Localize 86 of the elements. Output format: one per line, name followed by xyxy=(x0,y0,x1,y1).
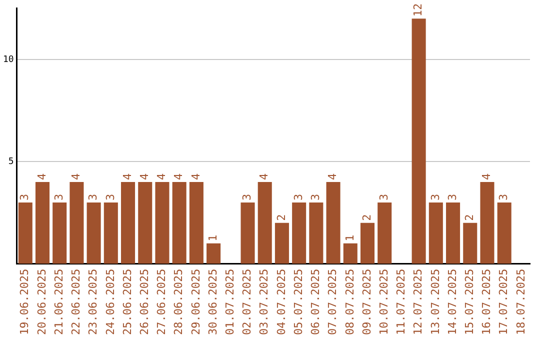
data-label: 1 xyxy=(206,234,220,242)
data-label: 3 xyxy=(428,194,442,200)
data-label: 3 xyxy=(497,194,510,200)
x-tick-label: 26.06.2025 xyxy=(138,268,151,336)
x-tick-label: 19.06.2025 xyxy=(18,268,32,336)
x-tick-label: 09.07.2025 xyxy=(360,268,374,336)
data-label: 3 xyxy=(104,194,117,200)
data-label: 3 xyxy=(309,194,322,200)
bar xyxy=(206,243,221,264)
bar xyxy=(52,202,67,264)
x-tick-label: 30.06.2025 xyxy=(206,268,220,336)
x-tick-label: 03.07.2025 xyxy=(258,268,271,336)
bar xyxy=(463,222,478,264)
data-label: 4 xyxy=(326,173,340,180)
bar xyxy=(343,243,358,264)
x-tick-label: 04.07.2025 xyxy=(274,268,288,336)
bar xyxy=(18,202,32,264)
x-tick-label: 07.07.2025 xyxy=(326,268,340,336)
bar xyxy=(172,182,186,264)
x-tick-label: 15.07.2025 xyxy=(462,268,476,336)
data-label: 4 xyxy=(70,173,83,180)
x-tick-label: 25.06.2025 xyxy=(120,268,134,336)
data-label: 4 xyxy=(138,173,151,180)
x-tick-label: 29.06.2025 xyxy=(189,268,202,336)
bar xyxy=(446,202,460,264)
data-label: 1 xyxy=(343,234,356,242)
bar xyxy=(309,202,324,264)
bar xyxy=(326,182,340,264)
bar xyxy=(155,182,170,264)
x-tick-label: 05.07.2025 xyxy=(292,268,305,336)
data-label: 2 xyxy=(274,214,288,221)
data-label: 4 xyxy=(258,173,271,180)
data-label: 3 xyxy=(377,194,390,200)
bar xyxy=(104,202,118,264)
x-tick-label: 02.07.2025 xyxy=(240,268,254,336)
y-tick-label: 10 xyxy=(2,54,14,65)
x-tick-label: 21.06.2025 xyxy=(52,268,66,336)
x-tick-label: 16.07.2025 xyxy=(480,268,494,336)
x-tick-label: 20.06.2025 xyxy=(35,268,48,336)
data-label: 4 xyxy=(155,173,168,180)
x-tick-label: 14.07.2025 xyxy=(446,268,459,336)
x-tick-label: 22.06.2025 xyxy=(70,268,83,336)
x-tick-label: 28.06.2025 xyxy=(172,268,186,336)
bar xyxy=(86,202,101,264)
x-tick-label: 11.07.2025 xyxy=(394,268,408,336)
bar xyxy=(240,202,255,264)
bar xyxy=(274,222,289,264)
data-label: 3 xyxy=(240,194,254,200)
x-tick-label: 27.06.2025 xyxy=(155,268,168,336)
x-tick-label: 23.06.2025 xyxy=(86,268,100,336)
bar xyxy=(70,182,84,264)
data-label: 3 xyxy=(292,194,305,200)
x-tick-label: 08.07.2025 xyxy=(343,268,356,336)
data-label: 2 xyxy=(462,214,476,221)
data-label: 4 xyxy=(480,173,494,180)
bar xyxy=(497,202,512,264)
data-label: 3 xyxy=(446,194,459,200)
bar xyxy=(428,202,443,264)
data-label: 4 xyxy=(120,173,134,180)
data-label: 3 xyxy=(52,194,66,200)
bar xyxy=(189,182,204,264)
data-label: 2 xyxy=(360,214,374,221)
x-tick-label: 06.07.2025 xyxy=(309,268,322,336)
x-tick-label: 13.07.2025 xyxy=(428,268,442,336)
bar xyxy=(378,202,392,264)
data-label: 4 xyxy=(172,173,186,180)
data-label: 3 xyxy=(18,194,32,200)
bar xyxy=(360,222,375,264)
data-label: 4 xyxy=(35,173,48,180)
bar xyxy=(138,182,152,264)
x-tick-label: 24.06.2025 xyxy=(104,268,117,336)
x-tick-label: 01.07.2025 xyxy=(224,268,237,336)
bar xyxy=(121,182,136,264)
bar xyxy=(258,182,272,264)
x-tick-label: 18.07.2025 xyxy=(514,268,528,336)
data-label: 4 xyxy=(189,173,202,180)
bar xyxy=(35,182,50,264)
x-tick-label: 10.07.2025 xyxy=(377,268,390,336)
data-label: 3 xyxy=(86,194,100,200)
x-tick-label: 12.07.2025 xyxy=(412,268,425,336)
bar xyxy=(292,202,306,264)
bar xyxy=(412,18,426,264)
y-tick-label: 5 xyxy=(8,156,14,167)
x-tick-label: 17.07.2025 xyxy=(497,268,510,336)
bar xyxy=(480,182,494,264)
data-label: 12 xyxy=(412,3,425,17)
